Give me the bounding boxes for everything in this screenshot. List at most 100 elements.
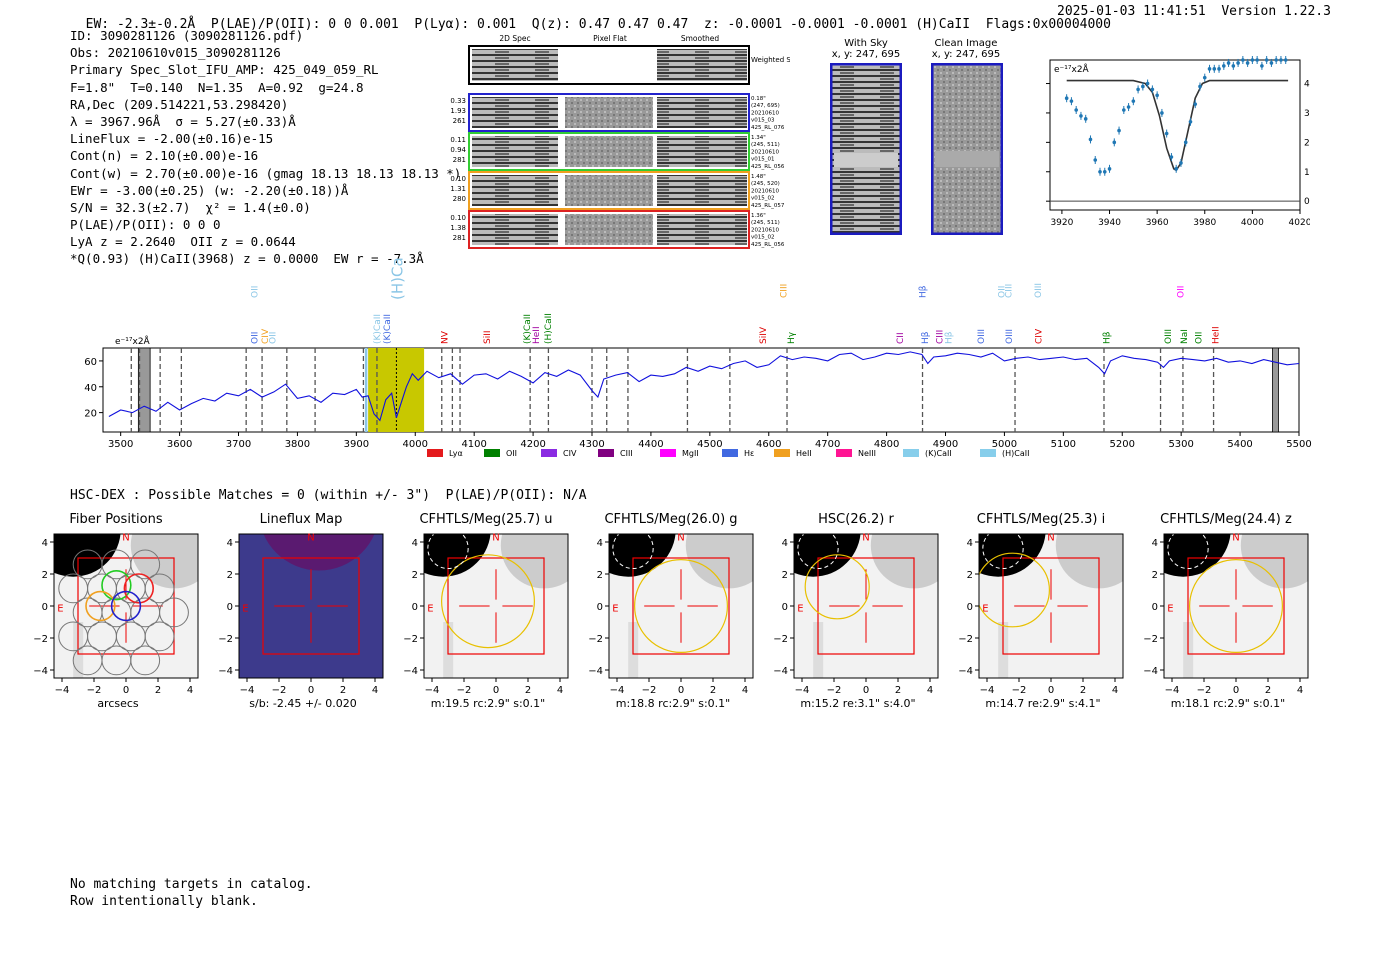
spec-xtick-label: 4000 — [403, 439, 428, 450]
cutout-ytick-label: −4 — [1143, 666, 1158, 677]
cutout-caption: s/b: -2.45 +/- 0.020 — [249, 697, 357, 710]
cutout-title: CFHTLS/Meg(25.7) u — [419, 512, 553, 527]
cutout-content — [239, 534, 383, 678]
clean-image-title: Clean Image — [934, 38, 998, 49]
clean-image-coords: x, y: 247, 695 — [931, 49, 1001, 60]
spec-line-label: CIII — [936, 330, 946, 344]
zoom-xtick-label: 3940 — [1098, 218, 1121, 228]
spec-line-label: OIII — [1164, 329, 1174, 344]
weighted-sum-label: Weighted Sum — [751, 56, 790, 64]
spec-line-label: Hβ — [921, 331, 931, 344]
fiber-row-stat: 0.10 — [450, 214, 466, 222]
cutout-ytick-label: −2 — [1143, 634, 1158, 645]
spec-line-label: NV — [441, 330, 451, 344]
neighbor-ellipse — [427, 534, 469, 570]
zoom-data-point — [1279, 58, 1283, 62]
aperture-ellipse — [979, 552, 1050, 628]
spec-xtick-label: 3600 — [167, 439, 192, 450]
spec-line-label: HeII — [1211, 326, 1221, 344]
north-label: N — [1232, 532, 1239, 543]
cutout-content — [424, 534, 568, 678]
legend-swatch — [903, 449, 919, 457]
cutout-xtick-label: 0 — [493, 685, 499, 696]
zoom-data-point — [1193, 102, 1198, 106]
cutout-ytick-label: −2 — [773, 634, 788, 645]
fiber-row-info: 425_RL_057 — [751, 203, 785, 209]
cutout-halo — [1240, 534, 1308, 589]
legend-swatch — [722, 449, 738, 457]
cutout-ytick-label: 0 — [227, 602, 233, 613]
spec-xtick-label: 4500 — [697, 439, 722, 450]
zoom-data-point — [1198, 84, 1202, 89]
north-label: N — [862, 532, 869, 543]
spec-masked-region — [1272, 347, 1279, 433]
fiber-row-info: 20210610 — [751, 227, 779, 233]
neighbor-ellipse — [982, 534, 1024, 570]
spec-line-label: OIII — [1005, 329, 1015, 344]
fiber-circle — [130, 549, 161, 580]
cutout-xtick-label: −4 — [55, 685, 70, 696]
cutout-ytick-label: −4 — [958, 666, 973, 677]
north-label: N — [1047, 532, 1054, 543]
fiber-row-2d — [472, 136, 558, 167]
cutout-xtick-label: −2 — [642, 685, 657, 696]
cutout-ytick-label: 2 — [967, 570, 973, 581]
zoom-data-point — [1155, 93, 1159, 98]
cutout-ytick-label: −2 — [403, 634, 418, 645]
summary-line: Primary Spec_Slot_IFU_AMP: 425_049_059_R… — [70, 62, 379, 78]
summary-line: EWr = -3.00(±0.25) (w: -2.20(±0.18))Å — [70, 182, 349, 198]
fiber-row-info: v015_01 — [751, 157, 775, 163]
fiber-row-stat: 261 — [453, 117, 466, 125]
legend-label: Hε — [744, 449, 754, 458]
aperture-box — [632, 557, 730, 655]
spec-xtick-label: 5200 — [1110, 439, 1135, 450]
summary-line: LyA z = 2.2640 OII z = 0.0644 — [70, 234, 296, 250]
cutout-ytick-label: −2 — [218, 634, 233, 645]
zoom-data-point — [1245, 61, 1250, 65]
legend-swatch — [541, 449, 557, 457]
cutout-bright-source — [54, 534, 121, 577]
zoom-data-point — [1088, 137, 1093, 142]
cutout-ytick-label: −4 — [218, 666, 233, 677]
fiber-circle — [144, 573, 175, 604]
cutout-ytick-label: −4 — [33, 666, 48, 677]
fiber-row-smoothed — [657, 97, 747, 128]
cutout-bright-source — [1164, 534, 1231, 577]
zoom-data-point — [1160, 111, 1164, 115]
spec-line-label: Hβ — [944, 331, 954, 344]
header-timestamp-version: 2025-01-03 11:41:51 Version 1.22.3 — [1057, 4, 1331, 19]
fiber-row-info: (247, 695) — [751, 103, 780, 109]
north-label: N — [677, 532, 684, 543]
cutout-xtick-label: 4 — [927, 685, 933, 696]
cutout-image: N E −4 −4 −2 −2 0 0 2 2 4 4 — [33, 532, 199, 696]
cutout-content — [979, 534, 1123, 678]
aperture-box — [77, 557, 175, 655]
summary-line: *Q(0.93) (H)CaII(3968) z = 0.0000 EW r =… — [70, 251, 424, 267]
fiber-row-smoothed — [657, 136, 747, 167]
east-label: E — [242, 604, 248, 615]
cutout-xtick-label: 0 — [308, 685, 314, 696]
footer-line: No matching targets in catalog. — [70, 877, 313, 892]
cutout-xtick-label: 4 — [1112, 685, 1118, 696]
spec-line-label-top: OII — [1177, 286, 1187, 298]
cutout-xtick-label: −4 — [795, 685, 810, 696]
legend-label: OII — [506, 449, 517, 458]
with-sky-header: With Sky x, y: 247, 695 — [828, 38, 904, 60]
legend-label: (H)CaII — [1002, 449, 1029, 458]
zoom-data-point — [1131, 99, 1136, 103]
spec-line-label-top: (H)CaII — [388, 258, 406, 300]
spec-line-label-top: CIII — [779, 284, 789, 298]
fiber-row-info: v015_02 — [751, 235, 775, 241]
flux-blob — [263, 534, 375, 571]
north-label: N — [307, 532, 314, 543]
zoom-data-point — [1117, 128, 1121, 133]
fiber-row-stat: 0.11 — [450, 136, 466, 144]
cutout-bright-source — [794, 534, 861, 577]
east-label: E — [797, 604, 803, 615]
cutout-xtick-label: −4 — [240, 685, 255, 696]
spec-line-label: (K)CaII — [523, 314, 533, 344]
cutout-image: N E −4 −4 −2 −2 0 0 2 2 4 4 — [773, 532, 939, 696]
cutout-image: N E −4 −4 −2 −2 0 0 2 2 4 4 — [588, 532, 754, 696]
north-label: N — [122, 532, 129, 543]
cutout-ytick-label: 2 — [412, 570, 418, 581]
